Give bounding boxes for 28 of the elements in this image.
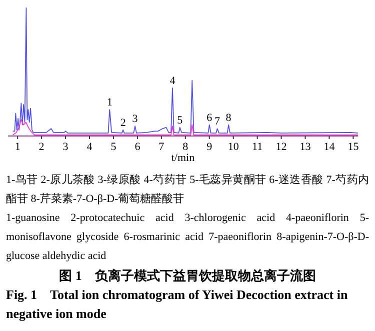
x-tick-label: 6 <box>134 141 141 153</box>
annotation: 4 <box>170 75 176 88</box>
x-tick-label: 9 <box>206 141 213 153</box>
x-tick-label: 11 <box>252 141 263 153</box>
annotation: 2 <box>120 116 126 129</box>
annotation: 1 <box>106 96 112 109</box>
x-tick-label: 12 <box>276 141 287 153</box>
x-tick-label: 3 <box>62 141 69 153</box>
annotation: 7 <box>214 116 221 128</box>
x-tick-label: 15 <box>348 141 360 153</box>
annotation: 8 <box>226 112 232 124</box>
annotation: 5 <box>177 114 184 126</box>
x-tick-label: 10 <box>228 141 240 153</box>
x-tick-label: 1 <box>14 141 20 153</box>
x-tick-label: 2 <box>38 141 44 153</box>
x-tick-label: 8 <box>182 141 189 153</box>
x-tick-label: 4 <box>86 141 93 153</box>
annotation: 6 <box>206 112 213 124</box>
x-axis-title: t/min <box>171 152 196 164</box>
x-tick-label: 5 <box>110 141 117 153</box>
x-tick-label: 14 <box>324 141 336 153</box>
caption: 图 1 负离子模式下益胃饮提取物总离子流图 <box>58 267 317 285</box>
annotation: 3 <box>132 113 138 126</box>
x-tick-label: 13 <box>300 141 312 153</box>
caption: Fig. 1 Total ion chromatogram of Yiwei Decoction extract in negative ion mode <box>5 286 349 323</box>
text: 1-guanosine 2-protocatechuic acid 3-chlorogenic acid 4-paeoniflorin 5-monisoflavone glycoside 6-rosmarinic acid 7-paeoniflorin 8-apigenin-7-O-β-D-glucose aldehydic acid <box>5 211 370 264</box>
text: 1-鸟苷 2-原儿茶酸 3-绿原酸 4-芍药苷 5-毛蕊异黄酮苷 6-迷迭香酸 7-芍药内酯苷 8-芹菜素-7-O-β-D-葡萄糖醛酸苷 <box>5 172 370 207</box>
x-tick-label: 7 <box>158 141 165 153</box>
